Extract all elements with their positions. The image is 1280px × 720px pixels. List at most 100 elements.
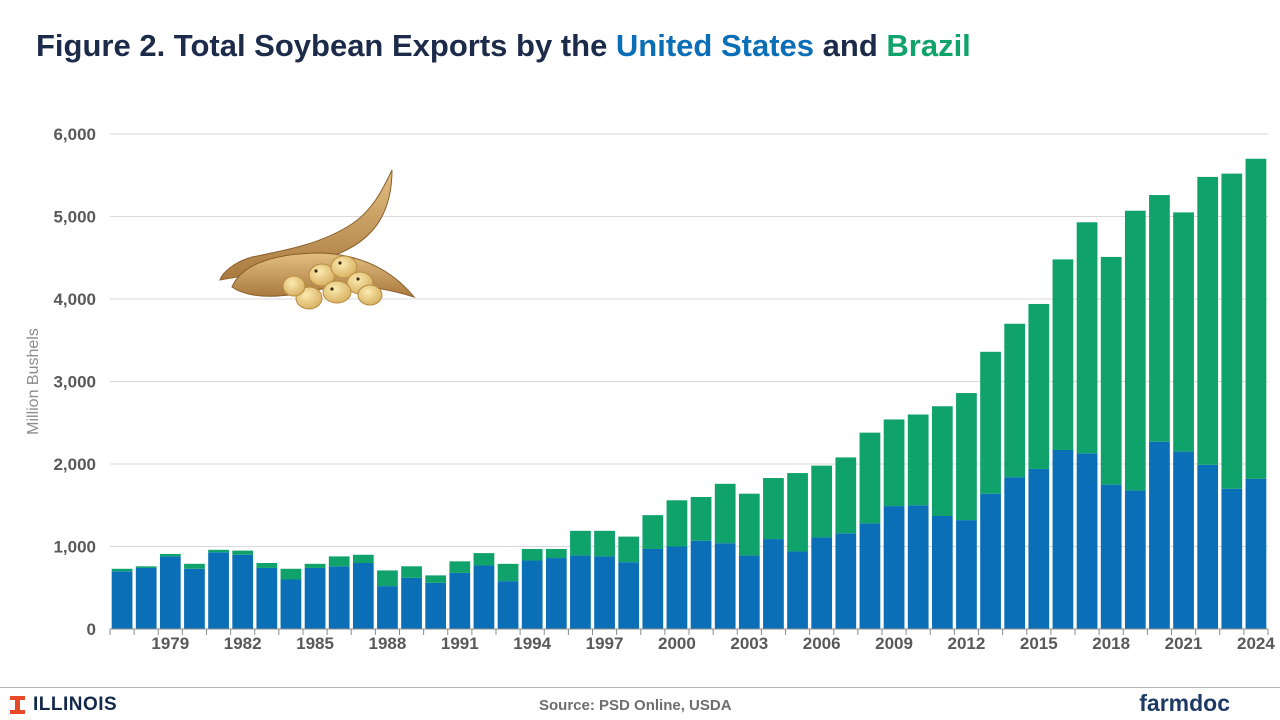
bar-brazil-2023 bbox=[1221, 173, 1243, 489]
bar-brazil-2009 bbox=[883, 419, 905, 507]
bar-us-2013 bbox=[980, 493, 1001, 629]
bar-us-1985 bbox=[304, 567, 326, 629]
x-tick-label: 2012 bbox=[948, 634, 986, 653]
title-brazil: Brazil bbox=[886, 28, 971, 63]
bar-us-1982 bbox=[232, 554, 254, 629]
x-tick-label: 2018 bbox=[1092, 634, 1130, 653]
bar-us-1984 bbox=[280, 579, 302, 629]
bar-us-2018 bbox=[1100, 484, 1122, 629]
bar-brazil-2020 bbox=[1149, 195, 1170, 442]
bar-us-1983 bbox=[256, 567, 278, 629]
bar-us-2005 bbox=[787, 551, 808, 629]
x-tick-label: 1994 bbox=[513, 634, 551, 653]
bar-brazil-2014 bbox=[1004, 323, 1026, 478]
bar-brazil-2017 bbox=[1076, 222, 1098, 454]
stacked-bar-chart: 0 1,000 2,000 3,000 4,000 5,000 6,000 Million B… bbox=[25, 125, 1275, 653]
bar-brazil-1999 bbox=[642, 515, 664, 549]
bar-brazil-2007 bbox=[835, 457, 857, 534]
bar-us-1989 bbox=[401, 577, 422, 629]
bar-brazil-1984 bbox=[280, 568, 302, 580]
bar-us-1990 bbox=[425, 582, 447, 629]
bar-us-2003 bbox=[738, 555, 760, 629]
bar-brazil-2018 bbox=[1100, 256, 1122, 485]
bar-us-2009 bbox=[883, 506, 905, 629]
y-tick-label: 2,000 bbox=[53, 455, 96, 474]
bar-us-2019 bbox=[1124, 490, 1146, 629]
bar-brazil-2001 bbox=[690, 497, 712, 541]
bar-brazil-2019 bbox=[1124, 210, 1146, 491]
bar-brazil-2024 bbox=[1245, 158, 1267, 479]
bar-brazil-1981 bbox=[208, 549, 229, 553]
bar-us-2023 bbox=[1221, 488, 1243, 629]
bar-us-2011 bbox=[931, 515, 953, 629]
bar-brazil-1991 bbox=[449, 561, 471, 573]
bar-us-1993 bbox=[497, 581, 519, 629]
farmdoc-logo: farmdoc bbox=[1139, 690, 1230, 716]
bar-brazil-1992 bbox=[473, 553, 495, 566]
bar-brazil-1985 bbox=[304, 563, 326, 568]
bar-us-2024 bbox=[1245, 478, 1267, 629]
bar-us-1978 bbox=[135, 567, 157, 629]
bar-us-2017 bbox=[1076, 453, 1098, 629]
bar-brazil-2006 bbox=[811, 465, 833, 538]
x-tick-label: 1985 bbox=[296, 634, 334, 653]
x-tick-label: 2009 bbox=[875, 634, 913, 653]
y-tick-label: 5,000 bbox=[53, 208, 96, 227]
bar-brazil-1983 bbox=[256, 563, 278, 568]
bar-us-2012 bbox=[956, 520, 977, 629]
bar-us-2007 bbox=[835, 533, 857, 629]
bar-brazil-1978 bbox=[135, 566, 157, 568]
y-tick-label: 6,000 bbox=[53, 125, 96, 144]
x-tick-label: 2024 bbox=[1237, 634, 1275, 653]
bar-us-1986 bbox=[328, 566, 350, 629]
y-tick-label: 3,000 bbox=[53, 373, 96, 392]
bar-us-2014 bbox=[1004, 477, 1026, 629]
title-us: United States bbox=[615, 28, 815, 63]
bar-brazil-1993 bbox=[497, 563, 519, 582]
bar-brazil-2021 bbox=[1173, 212, 1194, 452]
x-tick-label: 2003 bbox=[730, 634, 768, 653]
bar-us-2016 bbox=[1052, 449, 1074, 629]
bar-us-2015 bbox=[1028, 468, 1050, 629]
bar-us-1997 bbox=[594, 556, 615, 629]
bar-us-2020 bbox=[1149, 441, 1170, 629]
bar-us-2022 bbox=[1197, 464, 1219, 629]
chart-title: Figure 2. Total Soybean Exports by the U… bbox=[36, 28, 971, 64]
bar-us-2002 bbox=[714, 543, 736, 629]
x-tick-label: 1982 bbox=[224, 634, 262, 653]
bar-us-1987 bbox=[352, 563, 374, 629]
x-tick-label: 1979 bbox=[151, 634, 189, 653]
bar-brazil-2015 bbox=[1028, 303, 1050, 469]
source-note: Source: PSD Online, USDA bbox=[539, 697, 732, 714]
bar-brazil-1989 bbox=[401, 566, 422, 578]
bar-brazil-1987 bbox=[352, 554, 374, 563]
bar-brazil-2022 bbox=[1197, 176, 1219, 465]
bar-brazil-2003 bbox=[738, 493, 760, 556]
x-tick-label: 2021 bbox=[1165, 634, 1203, 653]
bar-us-1979 bbox=[159, 556, 181, 629]
bar-brazil-1982 bbox=[232, 550, 254, 555]
bar-brazil-1997 bbox=[594, 530, 615, 557]
bar-us-1994 bbox=[521, 560, 543, 629]
bar-us-1996 bbox=[570, 555, 591, 629]
x-tick-label: 1997 bbox=[586, 634, 624, 653]
y-tick-label: 1,000 bbox=[53, 538, 96, 557]
soybean-pod-icon bbox=[219, 169, 416, 310]
bar-brazil-2005 bbox=[787, 473, 808, 552]
bar-us-1988 bbox=[377, 586, 398, 629]
bar-brazil-1990 bbox=[425, 575, 447, 583]
x-tick-label: 1991 bbox=[441, 634, 479, 653]
x-tick-label: 2006 bbox=[803, 634, 841, 653]
bar-us-1980 bbox=[184, 568, 205, 629]
bar-brazil-2012 bbox=[956, 393, 977, 521]
bar-brazil-1988 bbox=[377, 570, 398, 587]
bar-us-2008 bbox=[859, 523, 881, 629]
bar-us-1998 bbox=[618, 562, 640, 629]
bar-brazil-2010 bbox=[907, 414, 929, 506]
title-prefix: Figure 2. Total Soybean Exports by the bbox=[36, 28, 616, 63]
bar-us-2010 bbox=[907, 505, 929, 629]
bar-brazil-1994 bbox=[521, 548, 543, 561]
bar-us-1981 bbox=[208, 552, 229, 629]
footer-divider bbox=[0, 687, 1280, 688]
bar-us-1992 bbox=[473, 565, 495, 629]
